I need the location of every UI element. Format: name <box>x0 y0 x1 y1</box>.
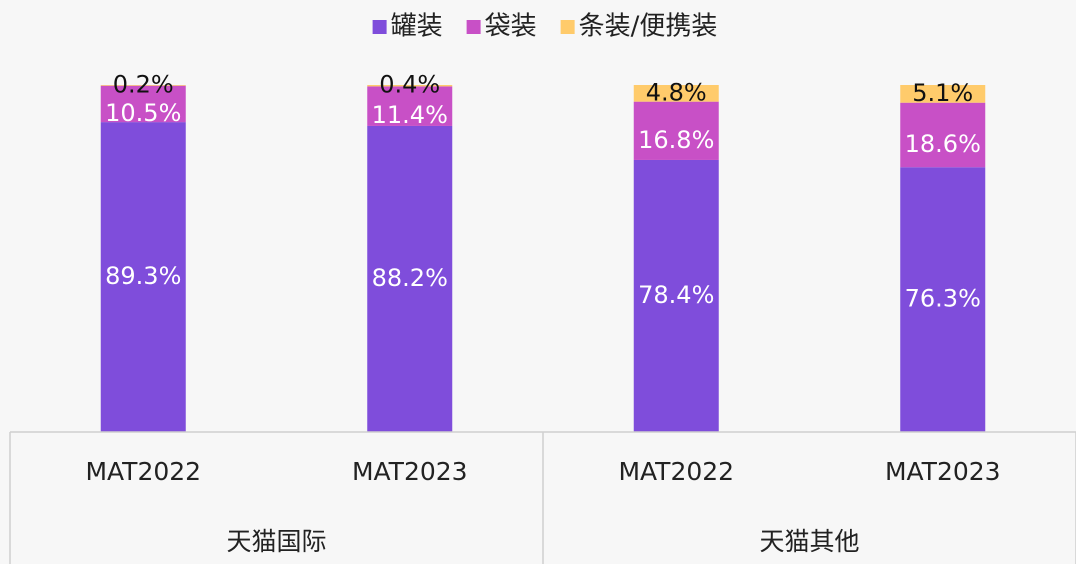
plot-area: 89.3% 10.5%0.2% 88.2% 11.4%0.4% 78.4% 16.8% 4.… <box>100 70 986 433</box>
group-label: 天猫国际 <box>226 527 326 556</box>
data-label: 76.3% <box>905 285 981 313</box>
data-label: 10.5% <box>105 99 181 127</box>
bar-segment <box>633 101 719 160</box>
legend-label: 袋装 <box>485 12 537 42</box>
bar-segment <box>900 167 986 432</box>
data-label: 88.2% <box>372 264 448 292</box>
bar-segment <box>633 159 719 432</box>
bar-segment <box>367 85 453 87</box>
data-label: 4.8% <box>646 78 707 106</box>
bar-segment <box>367 125 453 433</box>
data-label: 18.6% <box>905 130 981 158</box>
bar-segment <box>100 85 186 123</box>
bar-segment <box>633 85 719 102</box>
bar-segment <box>900 85 986 103</box>
bar-segment <box>900 102 986 168</box>
group-label: 天猫其他 <box>759 527 859 556</box>
legend-swatch <box>466 20 481 34</box>
data-label: 78.4% <box>638 281 714 309</box>
legend: 罐装 袋装 条装/便携装 <box>372 12 718 42</box>
legend-label: 条装/便携装 <box>579 12 718 42</box>
x-tick-label: MAT2022 <box>618 457 734 486</box>
data-label: 0.4% <box>379 71 440 99</box>
legend-label: 罐装 <box>391 12 443 42</box>
x-tick-label: MAT2023 <box>352 457 468 486</box>
category-axis: MAT2022 MAT2023 MAT2022 MAT2023 天猫国际 天猫其他 <box>9 431 1076 564</box>
x-tick-label: MAT2022 <box>85 457 201 486</box>
legend-swatch <box>560 20 575 34</box>
data-label: 16.8% <box>638 126 714 154</box>
legend-swatch <box>372 20 387 34</box>
data-label: 0.2% <box>113 70 174 98</box>
data-label: 5.1% <box>912 79 973 107</box>
bar-segment <box>367 86 453 126</box>
x-tick-label: MAT2023 <box>885 457 1001 486</box>
bar-segment <box>100 122 186 432</box>
data-label: 89.3% <box>105 262 181 290</box>
data-label: 11.4% <box>372 101 448 129</box>
bar-segment <box>100 85 186 86</box>
